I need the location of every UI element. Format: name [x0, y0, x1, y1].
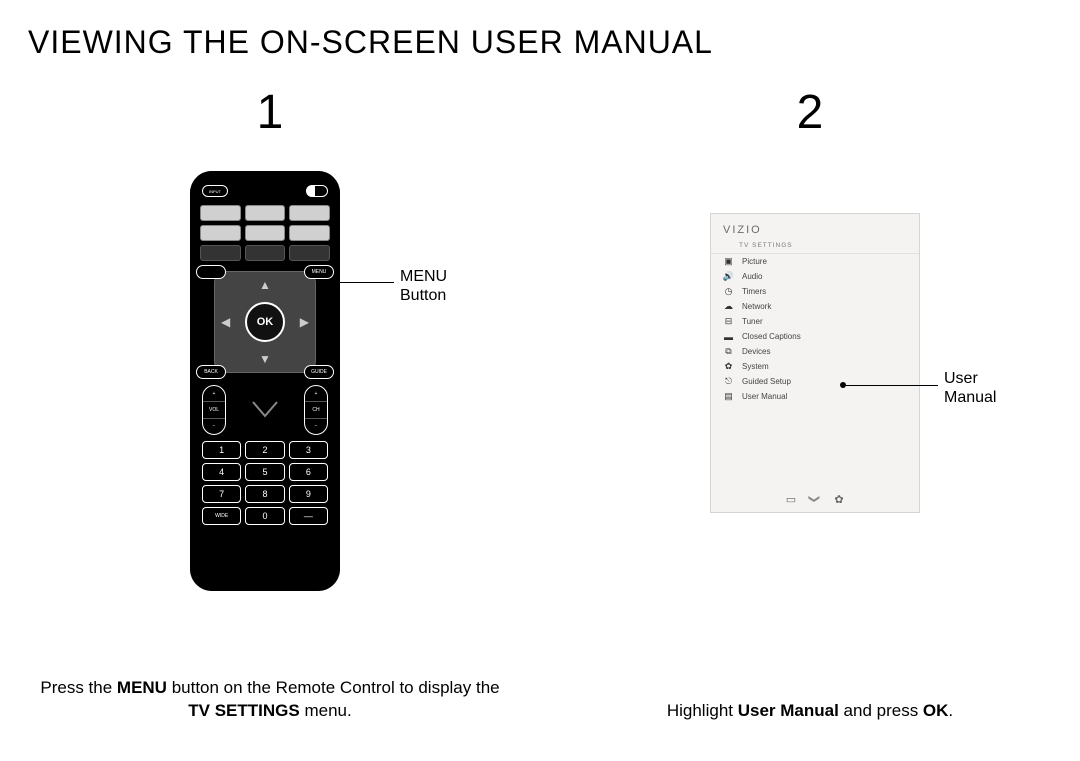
user-manual-callout-label: User Manual [944, 369, 996, 407]
tv-settings-item: ☁ Network [711, 299, 919, 314]
step-1-caption: Press the MENU button on the Remote Cont… [0, 677, 540, 723]
step-2-number: 2 [797, 85, 824, 140]
transport-btn [200, 245, 241, 261]
tv-settings-item-label: Network [742, 302, 771, 311]
devices-icon: ⧉ [723, 346, 734, 357]
num-key: 3 [289, 441, 328, 459]
tv-settings-subtitle: TV SETTINGS [711, 242, 919, 254]
transport-btn [245, 225, 286, 241]
tv-settings-item-label: Audio [742, 272, 762, 281]
num-key: 7 [202, 485, 241, 503]
guide-button: GUIDE [304, 365, 334, 379]
steps-columns: 1 INPUT [0, 61, 1080, 661]
step-1-number: 1 [257, 85, 284, 140]
tv-settings-item: ⧉ Devices [711, 344, 919, 359]
tv-settings-list: ▣ Picture 🔊 Audio ◷ Timers ☁ Network ⊟ Tuner ▬ Clos… [711, 254, 919, 404]
tv-settings-item: ⊟ Tuner [711, 314, 919, 329]
num-key: 2 [245, 441, 284, 459]
transport-row-2 [200, 225, 330, 241]
volume-rocker: + VOL − [202, 385, 226, 435]
tv-settings-item: ◷ Timers [711, 284, 919, 299]
tv-settings-item: ⎋ Guided Setup [711, 374, 919, 389]
timers-icon: ◷ [723, 286, 734, 297]
tv-footer-icons: ▭ ❯ ✿ [711, 494, 919, 504]
step-1: 1 INPUT [0, 61, 540, 661]
number-pad: 1 2 3 4 5 6 7 8 9 WIDE 0 — [202, 441, 328, 525]
vizio-logo-icon [245, 400, 285, 420]
picture-icon: ▣ [723, 256, 734, 267]
num-key: 5 [245, 463, 284, 481]
dash-key: — [289, 507, 328, 525]
transport-row-1 [200, 205, 330, 221]
tv-settings-item-label: User Manual [742, 392, 787, 401]
num-key: 1 [202, 441, 241, 459]
tv-settings-item-label: System [742, 362, 769, 371]
network-icon: ☁ [723, 301, 734, 312]
tv-settings-item-label: Guided Setup [742, 377, 791, 386]
callout-line [846, 385, 938, 386]
system-icon: ✿ [723, 361, 734, 372]
transport-btn [245, 205, 286, 221]
num-key: 4 [202, 463, 241, 481]
gear-icon: ✿ [832, 494, 846, 504]
tv-settings-item: 🔊 Audio [711, 269, 919, 284]
num-key: 0 [245, 507, 284, 525]
channel-rocker: + CH − [304, 385, 328, 435]
tuner-icon: ⊟ [723, 316, 734, 327]
dpad-down-icon: ▼ [259, 352, 271, 366]
closed-captions-icon: ▬ [723, 331, 734, 342]
transport-btn [289, 225, 330, 241]
tv-settings-item-label: Timers [742, 287, 766, 296]
corner-button [196, 265, 226, 279]
transport-btn [289, 245, 330, 261]
tv-settings-item-label: Devices [742, 347, 770, 356]
dpad-up-icon: ▲ [259, 278, 271, 292]
callout-line [332, 282, 394, 283]
dpad-right-icon: ▶ [300, 315, 309, 329]
wide-icon: ▭ [784, 494, 798, 504]
dpad: ▲ ▼ ◀ ▶ OK MENU BACK GUIDE [200, 267, 330, 377]
transport-btn [245, 245, 286, 261]
num-key: 6 [289, 463, 328, 481]
audio-icon: 🔊 [723, 271, 734, 282]
chevron-down-icon: ❯ [810, 492, 820, 506]
tv-settings-item-label: Picture [742, 257, 767, 266]
num-key: 9 [289, 485, 328, 503]
remote-control: INPUT [190, 171, 340, 591]
page-title: VIEWING THE ON-SCREEN USER MANUAL [0, 0, 1080, 61]
tv-settings-item: ▬ Closed Captions [711, 329, 919, 344]
transport-row-3 [200, 245, 330, 261]
tv-settings-item-label: Tuner [742, 317, 763, 326]
tv-brand-label: VIZIO [711, 214, 919, 242]
tv-settings-item: ▤ User Manual [711, 389, 919, 404]
step-2-caption: Highlight User Manual and press OK. [540, 700, 1080, 723]
wide-key: WIDE [202, 507, 241, 525]
user-manual-icon: ▤ [723, 391, 734, 402]
tv-settings-item: ✿ System [711, 359, 919, 374]
num-key: 8 [245, 485, 284, 503]
back-button: BACK [196, 365, 226, 379]
guided-setup-icon: ⎋ [723, 376, 734, 387]
transport-btn [200, 225, 241, 241]
power-button [306, 185, 328, 197]
tv-settings-item-label: Closed Captions [742, 332, 801, 341]
tv-settings-item: ▣ Picture [711, 254, 919, 269]
transport-btn [289, 205, 330, 221]
menu-button: MENU [304, 265, 334, 279]
input-button: INPUT [202, 185, 228, 197]
ok-button: OK [245, 302, 285, 342]
step-2: 2 VIZIO TV SETTINGS ▣ Picture 🔊 Audio ◷ Timer… [540, 61, 1080, 661]
dpad-left-icon: ◀ [221, 315, 230, 329]
tv-settings-panel: VIZIO TV SETTINGS ▣ Picture 🔊 Audio ◷ Timers ☁… [710, 213, 920, 513]
menu-callout-label: MENU Button [400, 267, 447, 305]
transport-btn [200, 205, 241, 221]
